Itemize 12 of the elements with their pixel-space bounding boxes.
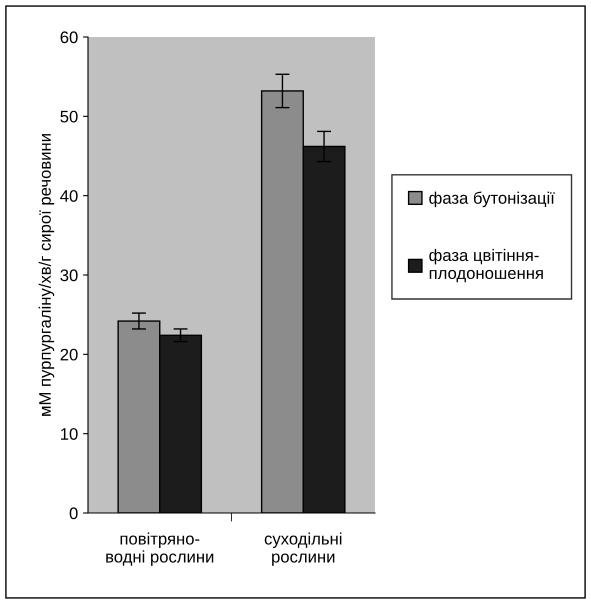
- y-tick-label: 30: [60, 269, 78, 282]
- y-tick-label: 20: [60, 348, 78, 361]
- y-tick-label: 40: [60, 190, 78, 202]
- x-tick-label: повітряно- водні рослини: [106, 532, 214, 566]
- y-tick-label: 50: [60, 110, 78, 123]
- x-tick-label: суходільні рослини: [264, 532, 342, 566]
- y-axis-title: мМ пурпургаліну/хв/г сирої речовини: [38, 134, 54, 416]
- y-tick-label: 60: [60, 31, 78, 44]
- y-tick-label: 0: [70, 507, 78, 520]
- y-tick-label: 10: [61, 428, 78, 440]
- legend-label: фаза цвітіння- плодоношення: [429, 248, 543, 282]
- legend-label: фаза бутонізації: [429, 192, 555, 208]
